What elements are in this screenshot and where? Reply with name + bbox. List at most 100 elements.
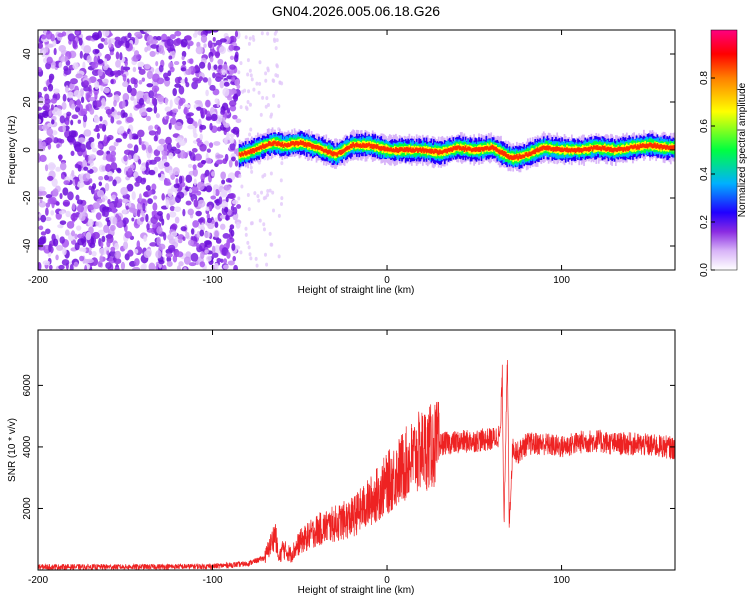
noise-blob [205,157,212,164]
noise-blob [56,245,64,251]
noise-blob [138,97,145,106]
noise-blob [167,188,173,198]
noise-blob [59,192,63,200]
noise-blob [182,208,186,217]
signal-cell [425,148,428,154]
noise-blob [217,58,224,66]
noise-blob [244,35,248,40]
noise-blob [194,30,198,36]
noise-blob [188,66,192,75]
noise-blob [178,139,186,147]
signal-cell [641,143,644,148]
noise-blob [49,196,57,204]
noise-blob [205,89,209,97]
signal-cell [451,147,453,153]
signal-cell [561,147,563,153]
noise-blob [70,230,76,237]
snr-xlabel: Height of straight line (km) [298,585,415,596]
signal-cell [305,142,308,148]
signal-cell [616,147,618,153]
colorbar: 0.0 0.2 0.4 0.6 0.8 Normalized spectral ampl… [699,29,748,277]
signal-cell [663,144,666,149]
noise-blob [124,60,128,67]
signal-cell [277,140,280,146]
signal-cell [382,145,385,151]
signal-cell [579,148,582,152]
signal-cell [261,143,264,149]
noise-blob [233,54,239,63]
signal-cell [355,142,358,148]
colorbar-tick-label: 0.2 [699,215,710,229]
noise-blob [45,216,52,222]
noise-blob [126,183,134,192]
noise-blob [191,148,198,153]
noise-blob [43,86,48,92]
noise-blob [236,204,242,209]
noise-blob [94,49,100,54]
noise-blob [62,187,69,196]
noise-blob [60,174,65,180]
noise-blob [120,186,128,196]
noise-blob [250,77,254,82]
noise-blob [239,105,243,110]
noise-blob [237,196,241,201]
noise-blob [62,247,67,256]
noise-blob [187,239,194,246]
noise-blob [214,189,220,197]
signal-cell [250,148,253,154]
signal-cell [283,142,286,147]
noise-blob [91,147,97,153]
noise-blob [72,62,79,70]
noise-blob [38,106,43,111]
noise-blob [229,133,235,138]
noise-blob [122,112,128,118]
signal-cell [502,151,505,157]
signal-cell [480,146,483,151]
noise-blob [77,119,82,124]
signal-cell [376,144,379,149]
noise-blob [163,144,168,152]
noise-blob [103,134,108,143]
noise-blob [150,39,159,45]
noise-blob [247,41,251,46]
noise-blob [151,183,157,191]
noise-blob [71,114,79,120]
noise-blob [148,125,154,131]
signal-cell [337,151,340,155]
noise-blob [112,179,117,187]
noise-blob [43,102,50,110]
noise-blob [104,182,110,192]
noise-blob [241,89,245,94]
noise-blob [195,210,202,217]
noise-blob [74,233,78,240]
noise-blob [215,72,222,79]
signal-cell [446,148,449,154]
colorbar-ticks: 0.0 0.2 0.4 0.6 0.8 [699,71,715,277]
noise-blob [153,149,161,157]
noise-blob [212,36,216,42]
noise-blob [169,205,175,212]
colorbar-gradient [710,29,738,271]
noise-blob [157,173,162,178]
noise-blob [164,106,172,113]
noise-blob [61,31,67,37]
signal-cell [393,148,396,153]
noise-blob [67,33,75,42]
noise-blob [226,132,230,140]
signal-cell [275,141,278,146]
noise-blob [96,132,100,140]
signal-cell [469,147,472,151]
noise-blob [133,153,138,162]
signal-cell [414,147,417,152]
noise-blob [187,124,195,130]
noise-blob [141,111,148,116]
noise-blob [220,171,226,180]
noise-blob [114,250,122,259]
noise-blob [153,135,158,142]
noise-blob [127,249,134,257]
snr-panel: -200 -100 0 100 2000 4000 6000 Height of strai… [7,329,676,596]
signal-cell [450,147,452,152]
signal-cell [409,147,412,153]
noise-blob [271,208,275,213]
